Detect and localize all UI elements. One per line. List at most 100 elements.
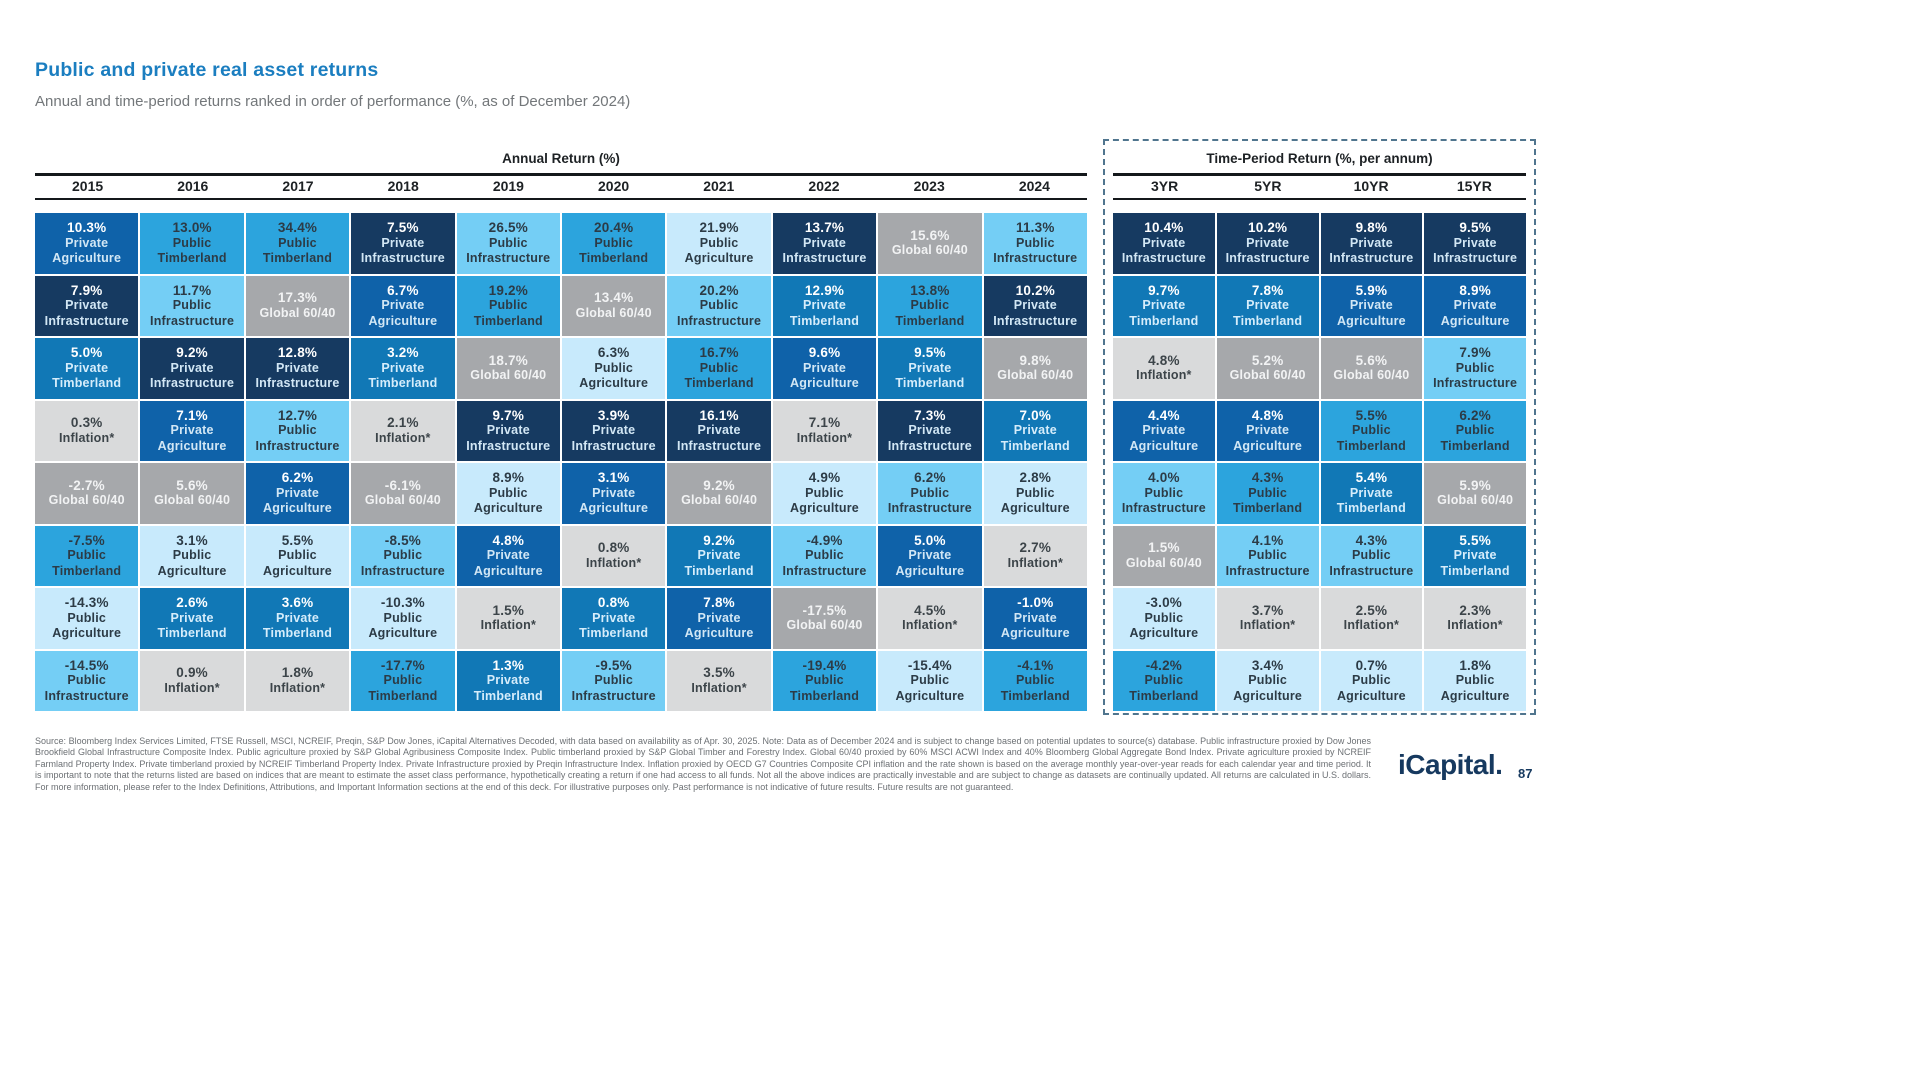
return-cell-global_6040: 5.9% Global 60/40 — [1424, 463, 1526, 524]
return-value: 18.7% — [488, 352, 528, 368]
asset-class-label: Public Agriculture — [263, 548, 332, 578]
return-cell-public_timberland: 4.3% Public Timberland — [1216, 463, 1319, 524]
asset-class-label: Private Infrastructure — [466, 423, 551, 453]
asset-class-label: Public Timberland — [473, 298, 543, 328]
return-cell-private_timberland: 12.9% Private Timberland — [772, 275, 877, 336]
return-column-2016: 13.0% Public Timberland 11.7% Public Infras… — [140, 213, 244, 711]
return-value: 6.7% — [387, 282, 419, 298]
asset-class-label: Global 60/40 — [48, 493, 125, 508]
annual-column-header-2018: 2018 — [387, 178, 419, 194]
return-cell-private_timberland: 5.4% Private Timberland — [1320, 463, 1423, 524]
return-cell-public_infrastructure: 12.7% Public Infrastructure — [245, 400, 350, 461]
return-column-3YR: 10.4% Private Infrastructure 9.7% Private T… — [1113, 213, 1215, 711]
asset-class-label: Global 60/40 — [681, 493, 758, 508]
asset-class-label: Inflation* — [585, 555, 642, 570]
return-value: 5.5% — [1355, 407, 1388, 423]
return-value: 0.8% — [597, 595, 630, 610]
asset-class-label: Public Timberland — [1336, 423, 1406, 453]
asset-class-label: Private Timberland — [1129, 298, 1199, 328]
asset-class-label: Public Agriculture — [368, 610, 438, 641]
return-value: 4.3% — [1251, 470, 1284, 485]
asset-class-label: Inflation* — [902, 618, 958, 633]
return-value: 7.9% — [1459, 345, 1491, 360]
asset-class-label: Public Agriculture — [1129, 610, 1199, 641]
asset-class-label: Public Timberland — [262, 235, 333, 266]
return-column-2022: 13.7% Private Infrastructure 12.9% Private … — [772, 213, 877, 711]
return-cell-public_agriculture: -14.3% Public Agriculture — [35, 588, 139, 649]
return-value: 5.4% — [1355, 470, 1388, 485]
time-period-header-row: 3YR 5YR 10YR 15YR — [1113, 173, 1526, 200]
return-cell-public_infrastructure: 4.3% Public Infrastructure — [1320, 525, 1423, 586]
return-value: 3.1% — [597, 470, 630, 485]
return-cell-global_6040: -17.5% Global 60/40 — [772, 588, 877, 649]
annual-return-grid: 10.3% Private Agriculture 7.9% Private Infr… — [35, 213, 1087, 711]
asset-class-label: Global 60/40 — [997, 368, 1074, 383]
return-value: 9.2% — [176, 345, 208, 360]
return-cell-public_infrastructure: -9.5% Public Infrastructure — [562, 650, 666, 711]
return-cell-public_timberland: 6.2% Public Timberland — [1424, 400, 1526, 461]
return-value: 0.9% — [176, 665, 208, 681]
return-cell-public_infrastructure: 11.7% Public Infrastructure — [140, 275, 244, 336]
return-value: 34.4% — [277, 220, 318, 235]
asset-class-label: Public Timberland — [1000, 673, 1070, 703]
asset-class-label: Global 60/40 — [1229, 368, 1306, 383]
asset-class-label: Public Infrastructure — [993, 235, 1078, 266]
return-cell-private_agriculture: -1.0% Private Agriculture — [983, 588, 1087, 649]
asset-class-label: Public Agriculture — [157, 548, 227, 578]
return-cell-public_agriculture: -15.4% Public Agriculture — [878, 650, 982, 711]
asset-class-label: Public Infrastructure — [1225, 548, 1310, 578]
return-cell-inflation: 2.5% Inflation* — [1320, 588, 1423, 649]
return-value: -17.7% — [380, 657, 425, 673]
return-value: 16.1% — [699, 407, 739, 423]
asset-class-label: Private Agriculture — [473, 548, 543, 578]
return-value: 5.9% — [1355, 282, 1388, 298]
return-value: 4.9% — [808, 470, 841, 485]
return-value: 4.3% — [1355, 532, 1388, 548]
asset-class-label: Public Infrastructure — [571, 673, 656, 703]
return-cell-private_agriculture: 10.3% Private Agriculture — [35, 213, 139, 274]
return-cell-inflation: 4.5% Inflation* — [878, 588, 982, 649]
return-value: -17.5% — [802, 602, 847, 618]
return-column-2018: 7.5% Private Infrastructure 6.7% Private Ag… — [351, 213, 455, 711]
asset-class-label: Private Infrastructure — [255, 360, 340, 391]
return-cell-public_timberland: 16.7% Public Timberland — [667, 338, 771, 399]
asset-class-label: Public Infrastructure — [782, 548, 867, 578]
asset-class-label: Inflation* — [1447, 618, 1503, 633]
return-cell-private_agriculture: 4.8% Private Agriculture — [456, 525, 560, 586]
return-cell-private_timberland: 9.5% Private Timberland — [878, 338, 982, 399]
asset-class-label: Private Agriculture — [790, 360, 859, 391]
return-cell-private_infrastructure: 16.1% Private Infrastructure — [667, 400, 771, 461]
return-value: 4.4% — [1148, 407, 1180, 423]
return-value: 4.8% — [1251, 407, 1284, 423]
asset-class-label: Private Agriculture — [1129, 423, 1199, 453]
time-period-column-header-10YR: 10YR — [1353, 178, 1389, 194]
asset-class-label: Private Timberland — [52, 360, 122, 391]
return-value: 7.8% — [703, 595, 735, 610]
return-column-2019: 26.5% Public Infrastructure 19.2% Public Ti… — [456, 213, 560, 711]
return-cell-private_agriculture: 7.8% Private Agriculture — [667, 588, 771, 649]
return-value: -9.5% — [595, 657, 632, 673]
time-period-panel: Time-Period Return (%, per annum) 3YR 5YR… — [1103, 139, 1536, 715]
asset-class-label: Global 60/40 — [1125, 555, 1202, 570]
return-value: 5.6% — [176, 477, 208, 493]
return-value: 4.0% — [1148, 470, 1180, 485]
asset-class-label: Public Infrastructure — [887, 485, 972, 516]
return-value: 7.8% — [1251, 282, 1284, 298]
return-column-2015: 10.3% Private Agriculture 7.9% Private Infr… — [35, 213, 139, 711]
asset-class-label: Private Agriculture — [52, 235, 122, 266]
return-value: 16.7% — [699, 345, 739, 360]
return-value: 13.7% — [804, 220, 845, 235]
return-value: 5.5% — [281, 532, 314, 548]
return-column-2021: 21.9% Public Agriculture 20.2% Public Infra… — [667, 213, 771, 711]
return-cell-private_infrastructure: 10.4% Private Infrastructure — [1113, 213, 1215, 274]
return-cell-public_infrastructure: -8.5% Public Infrastructure — [351, 525, 455, 586]
return-value: 3.2% — [387, 345, 419, 360]
return-cell-private_timberland: 3.2% Private Timberland — [351, 338, 455, 399]
asset-class-label: Public Timberland — [579, 235, 649, 266]
asset-class-label: Private Infrastructure — [1225, 235, 1310, 266]
return-cell-inflation: 2.3% Inflation* — [1424, 588, 1526, 649]
return-cell-private_agriculture: 5.9% Private Agriculture — [1320, 275, 1423, 336]
asset-class-label: Public Timberland — [157, 235, 227, 266]
return-cell-global_6040: 9.2% Global 60/40 — [667, 463, 771, 524]
